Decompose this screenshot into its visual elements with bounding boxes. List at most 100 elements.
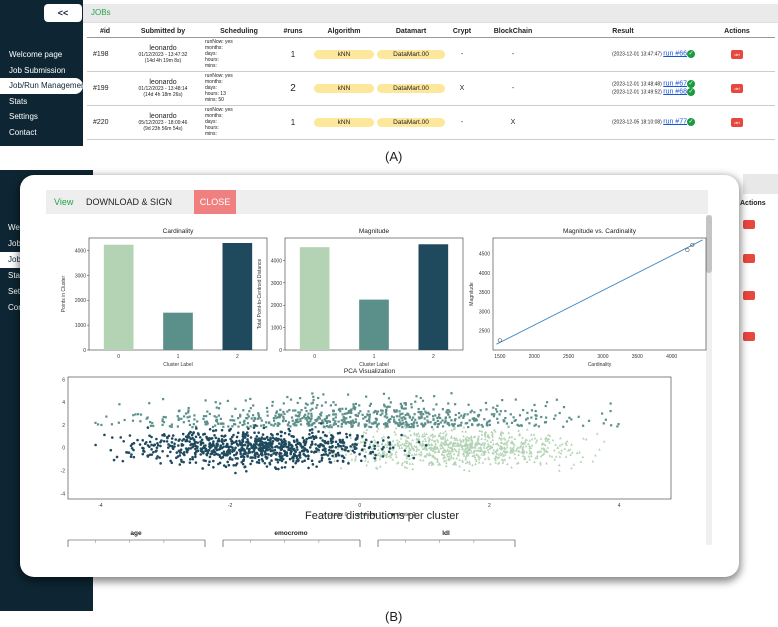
pca-point-cluster-2: [257, 455, 260, 459]
sidebar-item[interactable]: Stats: [9, 96, 28, 106]
pca-point-cluster-2: [229, 427, 232, 431]
pca-point-cluster-2: [234, 446, 237, 450]
pca-point-cluster-1: [473, 417, 476, 420]
pca-point-cluster-0: [385, 452, 389, 455]
run-link[interactable]: run #77: [663, 118, 687, 126]
pca-point-cluster-2: [225, 450, 229, 454]
pca-point-cluster-0: [413, 453, 416, 456]
pca-point-cluster-1: [368, 404, 372, 407]
chart-title: Magnitude: [359, 228, 390, 235]
pca-point-cluster-0: [480, 449, 484, 452]
pca-point-cluster-0: [404, 424, 407, 428]
background-delete-button[interactable]: [743, 254, 755, 263]
pca-point-cluster-1: [355, 414, 358, 417]
pca-point-cluster-1: [419, 411, 422, 414]
pca-point-cluster-0: [470, 439, 474, 443]
collapse-sidebar-button[interactable]: <<: [44, 4, 82, 22]
pca-point-cluster-0: [395, 438, 399, 442]
runs-count: 1: [275, 105, 311, 140]
pca-point-cluster-0: [450, 446, 454, 449]
pca-point-cluster-2: [353, 447, 357, 451]
pca-point-cluster-0: [457, 451, 461, 455]
pca-point-cluster-2: [279, 430, 283, 434]
pca-point-cluster-0: [466, 443, 469, 447]
main-content: JOBs #id Submitted by Scheduling #runs Algor…: [83, 0, 778, 146]
y-tick-label: 2: [62, 423, 65, 429]
pca-point-cluster-1: [453, 422, 456, 426]
pca-point-cluster-2: [260, 457, 264, 461]
scrollbar-thumb[interactable]: [706, 215, 712, 273]
pca-point-cluster-0: [507, 431, 511, 434]
pca-point-cluster-1: [351, 424, 354, 427]
pca-point-cluster-0: [466, 451, 470, 455]
scheduling-line: runNow: yes: [205, 73, 233, 79]
delete-button[interactable]: del: [731, 49, 743, 59]
pca-point-cluster-0: [482, 446, 486, 449]
sidebar-item[interactable]: Stats: [8, 271, 27, 280]
pca-point-cluster-0: [569, 453, 572, 456]
sidebar-item[interactable]: Contact: [9, 127, 37, 137]
pca-point-cluster-1: [348, 421, 351, 424]
pca-point-cluster-1: [237, 425, 240, 428]
pca-point-cluster-1: [308, 424, 311, 427]
algorithm: kNN: [311, 71, 377, 106]
submitted-by: leonardo 05/12/2023 - 18:09:46 (9d 23h 56m…: [123, 105, 203, 140]
x-tick-label: 1: [177, 354, 180, 360]
pca-point-cluster-2: [128, 434, 132, 437]
sidebar-item[interactable]: Job/Run Management: [0, 78, 88, 94]
pca-point-cluster-2: [255, 435, 259, 438]
close-button[interactable]: CLOSE: [194, 190, 236, 214]
pca-point-cluster-1: [145, 417, 148, 420]
pca-point-cluster-1: [444, 416, 448, 419]
pca-point-cluster-0: [468, 460, 471, 463]
bar: [103, 244, 134, 350]
pca-point-cluster-1: [213, 415, 216, 418]
run-link[interactable]: run #66: [663, 50, 687, 58]
pca-point-cluster-0: [491, 451, 495, 455]
x-tick-label: 0: [313, 354, 316, 360]
pca-point-cluster-1: [526, 411, 529, 414]
run-link[interactable]: run #68: [663, 88, 687, 96]
pca-point-cluster-2: [94, 443, 97, 447]
sidebar-item[interactable]: Job Submission: [9, 65, 66, 75]
run-link[interactable]: run #67: [663, 80, 687, 87]
pca-point-cluster-1: [505, 422, 508, 425]
column-header: BlockChain: [479, 27, 547, 38]
crypt: X: [445, 71, 479, 106]
sidebar-item[interactable]: Welcome page: [9, 50, 63, 59]
pca-point-cluster-1: [430, 426, 434, 429]
pca-point-cluster-1: [322, 393, 325, 396]
pca-point-cluster-2: [189, 447, 192, 450]
pca-point-cluster-2: [146, 454, 149, 457]
background-delete-button[interactable]: [743, 220, 755, 229]
pca-point-cluster-1: [346, 411, 350, 414]
pca-point-cluster-1: [385, 413, 388, 416]
pca-point-cluster-1: [467, 403, 470, 406]
pca-point-cluster-1: [359, 410, 362, 413]
pca-point-cluster-0: [480, 429, 484, 433]
pca-point-cluster-1: [177, 417, 180, 420]
background-delete-button[interactable]: [743, 332, 755, 341]
pca-point-cluster-1: [332, 413, 335, 416]
pca-point-cluster-1: [405, 420, 408, 423]
download-sign-button[interactable]: DOWNLOAD & SIGN: [86, 197, 173, 207]
delete-button[interactable]: del: [731, 83, 743, 93]
pca-point-cluster-1: [514, 398, 517, 401]
pca-point-cluster-2: [363, 441, 367, 445]
pca-point-cluster-2: [148, 440, 152, 444]
pca-point-cluster-0: [405, 466, 409, 469]
pca-point-cluster-0: [462, 425, 466, 429]
pca-point-cluster-0: [548, 454, 551, 457]
pca-point-cluster-1: [517, 424, 520, 427]
modal-scrollbar[interactable]: [706, 215, 712, 545]
pca-point-cluster-1: [265, 421, 268, 424]
pca-point-cluster-0: [445, 442, 448, 446]
pca-point-cluster-2: [276, 460, 280, 464]
background-delete-button[interactable]: [743, 291, 755, 300]
pca-point-cluster-1: [136, 413, 140, 416]
pca-point-cluster-2: [246, 434, 250, 437]
sidebar-item[interactable]: Settings: [9, 112, 38, 121]
delete-button[interactable]: del: [731, 117, 743, 127]
view-tab[interactable]: View: [54, 197, 74, 207]
